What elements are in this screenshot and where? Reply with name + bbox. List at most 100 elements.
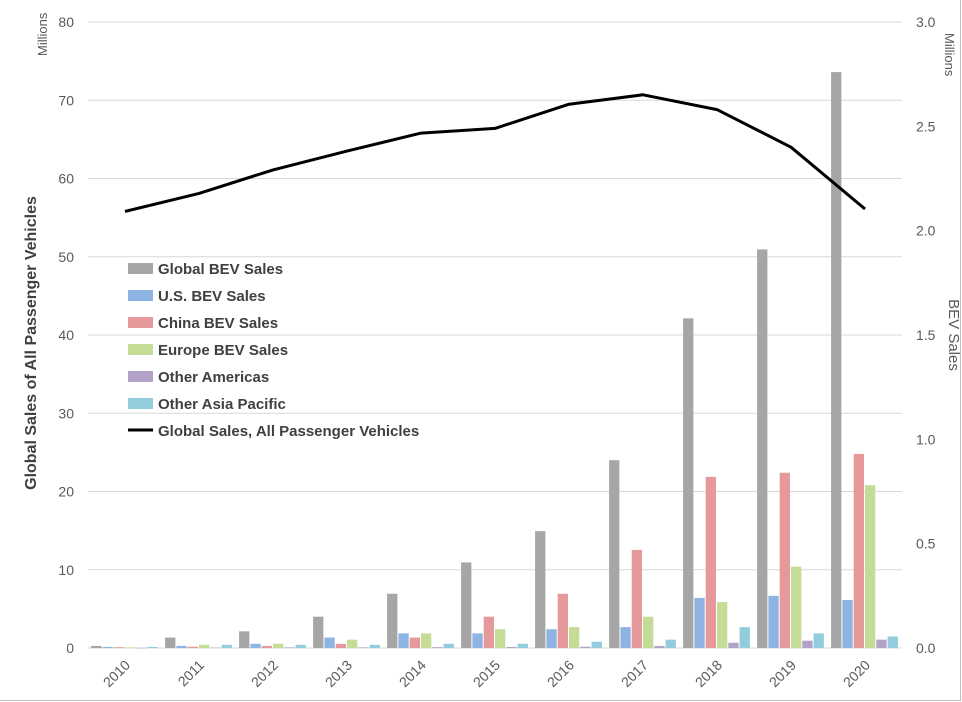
bar bbox=[421, 633, 432, 648]
bar bbox=[546, 629, 557, 648]
y2-axis-unit: Millions bbox=[942, 33, 957, 77]
y2-tick-label: 1.0 bbox=[916, 431, 936, 447]
y-tick-label: 10 bbox=[58, 562, 74, 578]
bar bbox=[335, 643, 346, 648]
x-tick-label: 2020 bbox=[840, 657, 873, 690]
bar bbox=[876, 639, 887, 648]
x-axis-ticks: 2010 2011 2012 2013 2014 2015 2016 2017 2018 2019… bbox=[100, 657, 873, 690]
line-global-sales bbox=[124, 93, 866, 213]
legend-swatch bbox=[128, 371, 153, 382]
bar bbox=[654, 645, 665, 648]
bar bbox=[432, 647, 443, 648]
bar bbox=[358, 647, 369, 648]
x-tick-label: 2012 bbox=[248, 657, 281, 690]
bar bbox=[557, 593, 568, 648]
bar bbox=[398, 633, 409, 648]
legend-label: Global Sales, All Passenger Vehicles bbox=[158, 423, 419, 440]
y-tick-label: 60 bbox=[58, 171, 74, 187]
x-tick-label: 2010 bbox=[100, 657, 133, 690]
bar bbox=[273, 643, 284, 648]
bar bbox=[284, 647, 295, 648]
x-tick-label: 2016 bbox=[544, 657, 577, 690]
bar bbox=[483, 616, 494, 648]
x-tick-label: 2011 bbox=[175, 657, 208, 690]
bar bbox=[461, 562, 472, 648]
legend-swatch bbox=[128, 263, 153, 274]
y-tick-label: 50 bbox=[58, 249, 74, 265]
bar bbox=[757, 249, 768, 649]
y-axis-unit: Millions bbox=[35, 12, 50, 56]
y2-tick-label: 1.5 bbox=[916, 327, 936, 343]
bar bbox=[813, 633, 824, 648]
legend-label: U.S. BEV Sales bbox=[158, 288, 266, 305]
y-tick-label: 20 bbox=[58, 484, 74, 500]
legend-swatch bbox=[128, 317, 153, 328]
bar bbox=[102, 646, 113, 648]
bar bbox=[739, 627, 750, 648]
legend-swatch bbox=[128, 398, 153, 409]
y-tick-label: 80 bbox=[58, 14, 74, 30]
bar bbox=[865, 485, 876, 648]
x-tick-label: 2015 bbox=[470, 657, 503, 690]
bar bbox=[831, 72, 842, 648]
bar bbox=[517, 643, 528, 648]
legend-label: Global BEV Sales bbox=[158, 261, 283, 278]
bar bbox=[295, 644, 306, 648]
bar bbox=[495, 629, 506, 648]
bar bbox=[842, 600, 853, 648]
bar bbox=[791, 566, 802, 648]
y2-axis-ticks: 0.0 0.5 1.0 1.5 2.0 2.5 3.0 bbox=[916, 14, 936, 656]
line-series bbox=[124, 93, 866, 213]
bar bbox=[147, 646, 158, 648]
bar bbox=[569, 627, 580, 648]
bar bbox=[221, 644, 232, 648]
y2-tick-label: 2.5 bbox=[916, 118, 936, 134]
bar bbox=[91, 645, 102, 648]
bar bbox=[113, 647, 124, 648]
bar bbox=[210, 647, 221, 649]
bar bbox=[324, 637, 335, 648]
bar bbox=[443, 643, 454, 648]
legend: Global BEV Sales U.S. BEV Sales China BEV … bbox=[128, 261, 419, 440]
bar bbox=[694, 597, 705, 648]
bar bbox=[728, 642, 739, 648]
bar bbox=[313, 616, 324, 648]
bar bbox=[165, 637, 176, 648]
y-axis-ticks: 0 10 20 30 40 50 60 70 80 bbox=[58, 14, 74, 656]
bar bbox=[802, 640, 813, 648]
bar bbox=[187, 646, 198, 648]
bar bbox=[717, 602, 728, 648]
bar bbox=[369, 644, 380, 648]
bar bbox=[387, 593, 398, 648]
bar bbox=[580, 646, 591, 648]
y-tick-label: 70 bbox=[58, 92, 74, 108]
bar bbox=[506, 646, 517, 648]
bar bbox=[239, 631, 250, 648]
bar bbox=[535, 531, 546, 648]
bar bbox=[176, 645, 187, 648]
legend-swatch bbox=[128, 344, 153, 355]
bar bbox=[609, 460, 620, 648]
bar bbox=[887, 636, 898, 648]
x-tick-label: 2018 bbox=[692, 657, 725, 690]
y2-tick-label: 0.5 bbox=[916, 536, 936, 552]
y2-tick-label: 3.0 bbox=[916, 14, 936, 30]
legend-label: China BEV Sales bbox=[158, 315, 278, 332]
x-tick-label: 2019 bbox=[766, 657, 799, 690]
bar bbox=[347, 639, 358, 648]
y-tick-label: 30 bbox=[58, 405, 74, 421]
y2-axis-title: BEV Sales bbox=[945, 299, 962, 371]
y-tick-label: 40 bbox=[58, 327, 74, 343]
bar bbox=[472, 633, 483, 648]
bar bbox=[199, 644, 210, 648]
bar bbox=[261, 645, 272, 648]
x-tick-label: 2013 bbox=[322, 657, 355, 690]
y-axis-title: Global Sales of All Passenger Vehicles bbox=[23, 196, 40, 490]
bar bbox=[250, 643, 261, 648]
bar bbox=[631, 549, 642, 648]
y2-tick-label: 2.0 bbox=[916, 223, 936, 239]
y-tick-label: 0 bbox=[66, 640, 74, 656]
legend-swatch bbox=[128, 290, 153, 301]
bar bbox=[665, 639, 676, 648]
